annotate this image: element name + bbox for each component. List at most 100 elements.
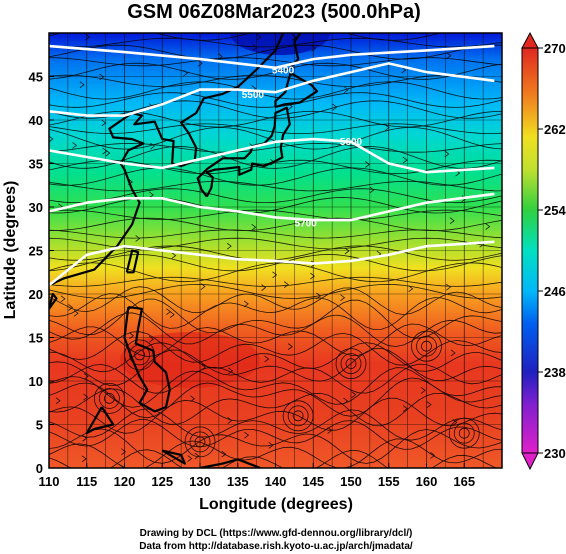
chart-title: GSM 06Z08Mar2023 (500.0hPa)	[127, 1, 421, 23]
contour-line	[49, 44, 495, 70]
stream-arrow	[81, 455, 87, 463]
warm-core	[120, 332, 260, 388]
colorbar-tick-label: 230	[544, 446, 566, 461]
coastline	[274, 71, 319, 109]
stream-arrow	[256, 33, 262, 41]
stream-arrow	[450, 349, 456, 357]
stream-arrow	[327, 427, 333, 434]
coastline	[49, 292, 58, 310]
stream-arrow	[228, 367, 234, 375]
coastline	[125, 249, 140, 274]
stream-arrow	[244, 431, 250, 439]
stream-arrow	[201, 363, 206, 371]
stream-arrow	[243, 300, 249, 308]
y-tick-label: 0	[36, 461, 43, 476]
cold-core	[230, 33, 330, 55]
colorbar-fill	[521, 47, 539, 454]
x-tick-label: 120	[114, 474, 136, 489]
colorbar-tick-label: 270	[544, 41, 566, 56]
contour-line	[49, 62, 495, 117]
credit-line-1: Drawing by DCL (https://www.gfd-dennou.o…	[140, 528, 413, 539]
stream-arrow	[72, 142, 78, 149]
stream-arrow	[105, 149, 111, 157]
stream-arrow	[401, 66, 407, 74]
x-tick-label: 130	[189, 474, 211, 489]
stream-arrow	[183, 69, 189, 77]
y-tick-label: 30	[29, 200, 43, 215]
stream-arrow	[68, 304, 74, 311]
stream-arrow	[310, 272, 316, 280]
y-tick-label: 45	[29, 70, 43, 85]
colorbar-tick-label: 246	[544, 284, 566, 299]
x-tick-label: 110	[39, 474, 60, 489]
x-axis-ticks: 110 115 120 125 130 135 140 145 150 155 160 165	[39, 463, 475, 489]
coastline	[123, 306, 171, 413]
stream-arrow	[197, 60, 203, 67]
colorbar-bottom-triangle	[521, 452, 539, 471]
stream-arrow	[264, 355, 270, 363]
stream-arrow	[121, 448, 127, 456]
stream-arrow	[187, 455, 193, 462]
stream-arrow	[332, 103, 338, 111]
contour-line	[49, 240, 495, 287]
stream-arrow	[169, 311, 175, 318]
stream-arrow	[268, 442, 274, 449]
stream-arrow	[83, 373, 89, 380]
stream-arrow	[449, 217, 455, 225]
stream-arrow	[340, 294, 346, 302]
stream-arrow	[287, 343, 293, 350]
stream-arrow	[402, 405, 408, 412]
stream-arrow	[129, 332, 135, 340]
contour-label: 5700	[295, 219, 318, 230]
credit-line-2: Data from http://database.rish.kyoto-u.a…	[139, 541, 413, 552]
stream-arrow	[408, 285, 414, 293]
x-tick-label: 155	[378, 474, 400, 489]
y-tick-label: 20	[29, 287, 43, 302]
coastline	[199, 458, 261, 468]
stream-arrow	[284, 281, 289, 288]
stream-arrow	[430, 452, 436, 459]
stream-arrow	[83, 393, 89, 401]
stream-arrow	[149, 335, 154, 343]
colorbar-ticks: 230 238 246 254 262 270	[538, 41, 566, 461]
stream-arrow	[49, 135, 54, 143]
y-tick-label: 35	[29, 157, 43, 172]
coastline	[161, 449, 186, 465]
x-tick-label: 165	[453, 474, 475, 489]
eddy	[104, 392, 115, 404]
colorbar-tick-label: 238	[544, 365, 566, 380]
x-axis-label: Longitude (degrees)	[199, 496, 353, 513]
contour-label: 5500	[242, 90, 265, 101]
stream-arrow	[148, 191, 154, 199]
stream-arrow	[485, 223, 491, 230]
stream-arrow	[227, 417, 233, 424]
stream-arrow	[344, 247, 350, 255]
stream-arrow	[221, 450, 227, 458]
height-contours: 5400 5500 5600 5700	[49, 44, 495, 287]
x-tick-label: 135	[227, 474, 249, 489]
stream-arrow	[426, 401, 432, 408]
eddy	[99, 387, 120, 409]
plot-area: 5400 5500 5600 5700	[49, 33, 502, 468]
x-tick-label: 115	[76, 474, 97, 489]
stream-arrow	[351, 391, 357, 398]
y-tick-label: 40	[29, 113, 43, 128]
stream-arrow	[369, 186, 375, 194]
stream-arrow	[261, 284, 267, 291]
x-tick-label: 160	[416, 474, 438, 489]
stream-arrow	[99, 73, 105, 81]
stream-arrow	[190, 395, 196, 403]
y-tick-label: 5	[36, 418, 43, 433]
stream-arrow	[291, 34, 297, 41]
stream-arrow	[135, 235, 141, 242]
colorbar-tick-label: 262	[544, 122, 566, 137]
stream-arrow	[446, 52, 452, 59]
y-tick-label: 25	[29, 244, 43, 259]
y-axis-ticks: 0 5 10 15 20 25 30 35 40 45	[29, 70, 54, 476]
stream-arrow	[402, 156, 408, 164]
colorbar-top-triangle	[521, 31, 539, 49]
stream-arrow	[226, 242, 232, 250]
y-tick-label: 10	[29, 374, 43, 389]
stream-arrow	[217, 53, 223, 60]
